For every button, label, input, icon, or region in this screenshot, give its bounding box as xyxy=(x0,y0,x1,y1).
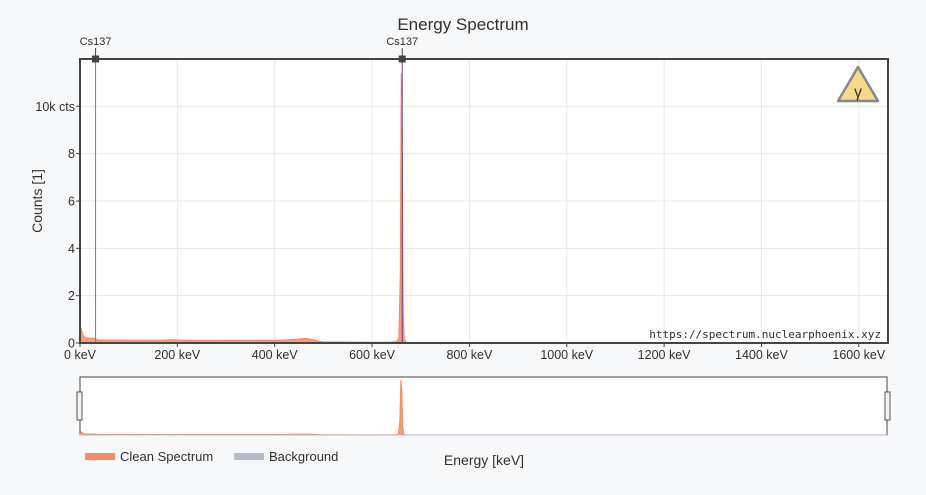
peak-markers: Cs137 Cs137 xyxy=(80,36,418,343)
y-tick-label: 10k cts xyxy=(35,100,75,114)
x-axis-label: Energy [keV] xyxy=(444,452,524,468)
legend-item-clean-spectrum[interactable]: Clean Spectrum xyxy=(85,449,213,464)
watermark-url: https://spectrum.nuclearphoenix.xyz xyxy=(649,328,881,341)
y-tick-label: 6 xyxy=(68,195,75,209)
x-tick-label: 800 keV xyxy=(446,348,493,362)
gamma-hazard-icon: γ xyxy=(836,65,880,103)
peak-marker-label: Cs137 xyxy=(80,36,112,48)
legend-swatch-background xyxy=(234,453,264,460)
y-axis-label: Counts [1] xyxy=(29,169,45,233)
legend-item-background[interactable]: Background xyxy=(234,449,338,464)
chart-title: Energy Spectrum xyxy=(397,15,528,34)
grid xyxy=(80,59,888,343)
x-tick-label: 1000 keV xyxy=(540,348,593,362)
y-tick-label: 8 xyxy=(68,147,75,161)
y-tick-label: 4 xyxy=(68,242,75,256)
x-tick-label: 0 keV xyxy=(64,348,97,362)
range-slider[interactable] xyxy=(79,376,888,436)
x-axis-ticks: 0 keV 200 keV 400 keV 600 keV 800 keV 1000 ke… xyxy=(64,343,886,362)
legend-swatch-clean xyxy=(85,453,115,460)
gamma-symbol: γ xyxy=(854,84,862,101)
range-slider-series xyxy=(79,379,887,436)
legend-label-clean: Clean Spectrum xyxy=(120,449,213,464)
x-tick-label: 1200 keV xyxy=(638,348,691,362)
peak-marker-label: Cs137 xyxy=(386,36,418,48)
x-tick-label: 1600 keV xyxy=(832,348,885,362)
legend: Clean Spectrum Background xyxy=(85,449,338,464)
x-tick-label: 600 keV xyxy=(349,348,396,362)
y-axis-ticks: 0 2 4 6 8 10k cts xyxy=(35,100,80,351)
x-tick-label: 400 keV xyxy=(252,348,299,362)
y-tick-label: 2 xyxy=(68,289,75,303)
range-slider-handle-right[interactable] xyxy=(884,391,891,421)
x-tick-label: 200 keV xyxy=(154,348,201,362)
y-tick-label: 0 xyxy=(68,337,75,351)
range-slider-handle-left[interactable] xyxy=(76,391,83,421)
legend-label-background: Background xyxy=(269,449,338,464)
x-tick-label: 1400 keV xyxy=(735,348,788,362)
